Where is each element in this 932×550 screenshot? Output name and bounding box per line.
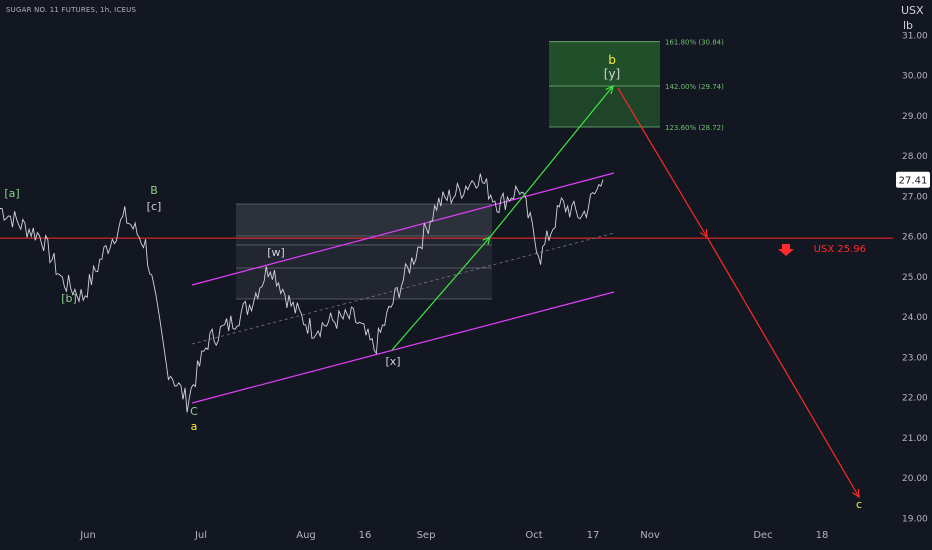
y-tick-label: 25.00 bbox=[902, 273, 928, 283]
y-tick-label: 23.00 bbox=[902, 353, 928, 363]
projection-down-arrow-1-head bbox=[699, 228, 708, 239]
wave-label: b bbox=[608, 53, 616, 67]
wave-label: [w] bbox=[267, 246, 285, 259]
consolidation-zone-upper bbox=[236, 204, 492, 236]
projection-up-arrow-2-head bbox=[605, 84, 614, 94]
wave-label: [x] bbox=[385, 355, 400, 368]
y-tick-label: 27.00 bbox=[902, 192, 928, 202]
y-tick-label: 22.00 bbox=[902, 394, 928, 404]
y-tick-label: 20.00 bbox=[902, 474, 928, 484]
y-tick-label: 31.00 bbox=[902, 31, 928, 41]
projection-down-arrow-2-head bbox=[852, 488, 860, 499]
fib-level-label: 123.60% (28.72) bbox=[665, 124, 724, 132]
wave-label: B bbox=[150, 184, 158, 197]
fib-level-label: 161.80% (30.84) bbox=[665, 39, 724, 47]
fib-zone-upper bbox=[549, 41, 660, 86]
channel-lower-line bbox=[191, 291, 615, 404]
projection-up-arrow-2 bbox=[489, 85, 614, 238]
axis-currency[interactable]: USX bbox=[901, 4, 924, 17]
projection-down-arrow-2 bbox=[706, 236, 860, 498]
x-tick-label: Dec bbox=[753, 530, 772, 541]
wave-label: [b] bbox=[61, 292, 77, 305]
channel-mid-line bbox=[191, 232, 615, 345]
x-tick-label: 16 bbox=[359, 530, 372, 541]
y-tick-label: 21.00 bbox=[902, 434, 928, 444]
fib-level-label: 142.00% (29.74) bbox=[665, 83, 724, 91]
wave-label: C bbox=[190, 405, 198, 418]
y-tick-label: 26.00 bbox=[902, 233, 928, 243]
x-tick-label: Oct bbox=[525, 530, 542, 541]
projection-up-arrow-1 bbox=[391, 236, 491, 351]
current-price-label: 27.41 bbox=[899, 176, 928, 187]
y-tick-label: 29.00 bbox=[902, 112, 928, 122]
price-level-label: USX 25.96 bbox=[814, 244, 866, 255]
down-arrow-icon bbox=[778, 244, 794, 256]
x-tick-label: 18 bbox=[816, 530, 829, 541]
x-tick-label: Nov bbox=[640, 530, 660, 541]
y-tick-label: 28.00 bbox=[902, 152, 928, 162]
wave-label: [a] bbox=[4, 187, 19, 200]
y-tick-label: 24.00 bbox=[902, 313, 928, 323]
axis-unit[interactable]: lb bbox=[903, 19, 914, 32]
fib-zone-lower bbox=[549, 85, 660, 128]
price-series-line bbox=[0, 173, 604, 413]
projection-down-arrow-1 bbox=[617, 87, 708, 238]
wave-label: [c] bbox=[147, 200, 162, 213]
x-tick-label: Jun bbox=[79, 530, 96, 541]
x-tick-label: 17 bbox=[587, 530, 600, 541]
wave-label: [y] bbox=[604, 67, 620, 81]
y-tick-label: 30.00 bbox=[902, 72, 928, 82]
x-tick-label: Jul bbox=[194, 530, 207, 541]
x-tick-label: Aug bbox=[296, 530, 316, 541]
wave-label: a bbox=[191, 420, 198, 433]
x-tick-label: Sep bbox=[417, 530, 436, 541]
y-tick-label: 19.00 bbox=[902, 514, 928, 524]
wave-label: c bbox=[856, 498, 862, 511]
symbol-header: SUGAR NO. 11 FUTURES, 1h, ICEUS bbox=[6, 6, 137, 14]
channel-upper-line bbox=[191, 172, 615, 286]
current-price-tag bbox=[896, 171, 930, 188]
